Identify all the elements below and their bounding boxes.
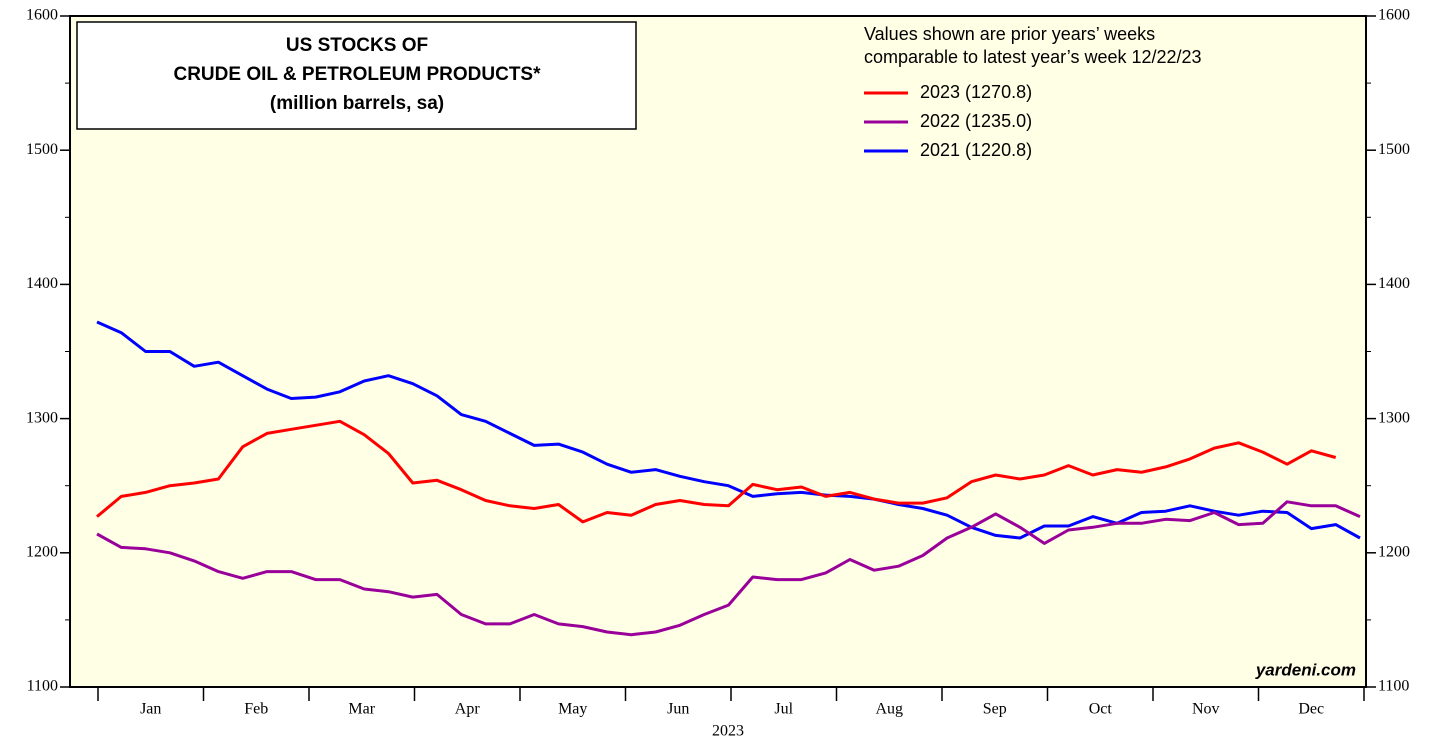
y-tick-label: 1600 [26, 7, 58, 24]
line [96, 419, 1337, 524]
x-tick-label: Jun [667, 701, 689, 718]
note: comparable to latest year’s week 12/22/2… [864, 47, 1202, 67]
x-tick-label: Apr [455, 701, 481, 718]
title-box [76, 21, 637, 130]
y2-tick-label: 1300 [1378, 409, 1410, 426]
x-tick-label: Dec [1298, 701, 1324, 718]
x-tick-label: Feb [244, 701, 268, 718]
y2-tick-label: 1200 [1378, 543, 1410, 560]
y2-tick-label: 1400 [1378, 275, 1410, 292]
x-tick-label: Jul [774, 701, 793, 718]
x-axis-label: 2023 [712, 723, 744, 740]
source: yardeni.com [1255, 660, 1356, 679]
legend-label: 2021 (1220.8) [920, 140, 1032, 160]
y-tick-label: 1200 [26, 543, 58, 560]
y-tick-label: 1100 [27, 678, 58, 695]
x-tick-label: May [558, 701, 587, 718]
y2-tick-label: 1100 [1378, 678, 1409, 695]
y2-tick-label: 1500 [1378, 141, 1410, 158]
chart-title: CRUDE OIL & PETROLEUM PRODUCTS* [173, 64, 541, 85]
x-tick-label: Sep [983, 701, 1007, 718]
y-tick-label: 1400 [26, 275, 58, 292]
x-tick-label: Mar [348, 701, 375, 718]
x-tick-label: Jan [140, 701, 161, 718]
x-tick-label: Aug [875, 701, 903, 718]
y-tick-label: 1300 [26, 409, 58, 426]
x-tick-label: Oct [1089, 701, 1113, 718]
y-tick-label: 1500 [26, 141, 58, 158]
line [96, 320, 1361, 540]
legend-label: 2022 (1235.0) [920, 111, 1032, 131]
note: Values shown are prior years’ weeks [864, 24, 1155, 44]
x-tick-label: Nov [1192, 701, 1220, 718]
chart-title: US STOCKS OF [286, 35, 428, 56]
y2-tick-label: 1600 [1378, 7, 1410, 24]
legend-label: 2023 (1270.8) [920, 82, 1032, 102]
chart-title: (million barrels, sa) [270, 93, 444, 114]
line [96, 500, 1361, 637]
